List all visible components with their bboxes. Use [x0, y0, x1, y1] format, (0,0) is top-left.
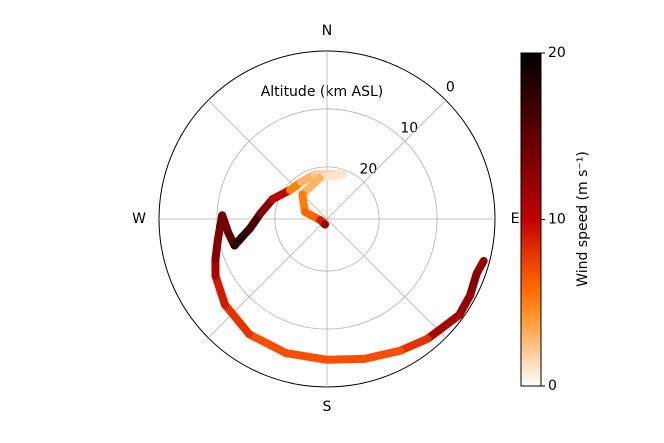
grid-spoke: [207, 218, 328, 339]
grid-spoke: [326, 99, 447, 220]
colorbar-tick-label: 20: [548, 45, 566, 61]
colorbar-tick-label: 10: [548, 212, 566, 228]
trajectory-segment: [323, 354, 369, 364]
colorbar-tick-label: 0: [548, 378, 557, 394]
trajectory-segment: [245, 330, 291, 358]
trajectory-segment: [282, 349, 331, 364]
trajectory-segment: [211, 271, 229, 309]
theta-tick-label: W: [132, 211, 146, 227]
grid-spoke: [326, 218, 447, 339]
colorbar: [520, 52, 542, 387]
trajectory-segment: [423, 311, 464, 343]
r-tick-label: 10: [400, 121, 418, 137]
trajectory-segment: [220, 300, 254, 339]
theta-tick-label: S: [323, 399, 332, 415]
r-tick-label: 20: [359, 162, 377, 178]
theta-tick-label: N: [322, 23, 332, 39]
theta-tick-label: E: [511, 211, 520, 227]
trajectory-segment: [396, 334, 432, 355]
grid-spoke: [207, 99, 328, 220]
colorbar-label: Wind speed (m s⁻¹): [575, 151, 591, 287]
r-tick-label: 0: [446, 80, 455, 96]
chart-title: Altitude (km ASL): [261, 84, 384, 100]
trajectory-segment: [360, 346, 405, 363]
